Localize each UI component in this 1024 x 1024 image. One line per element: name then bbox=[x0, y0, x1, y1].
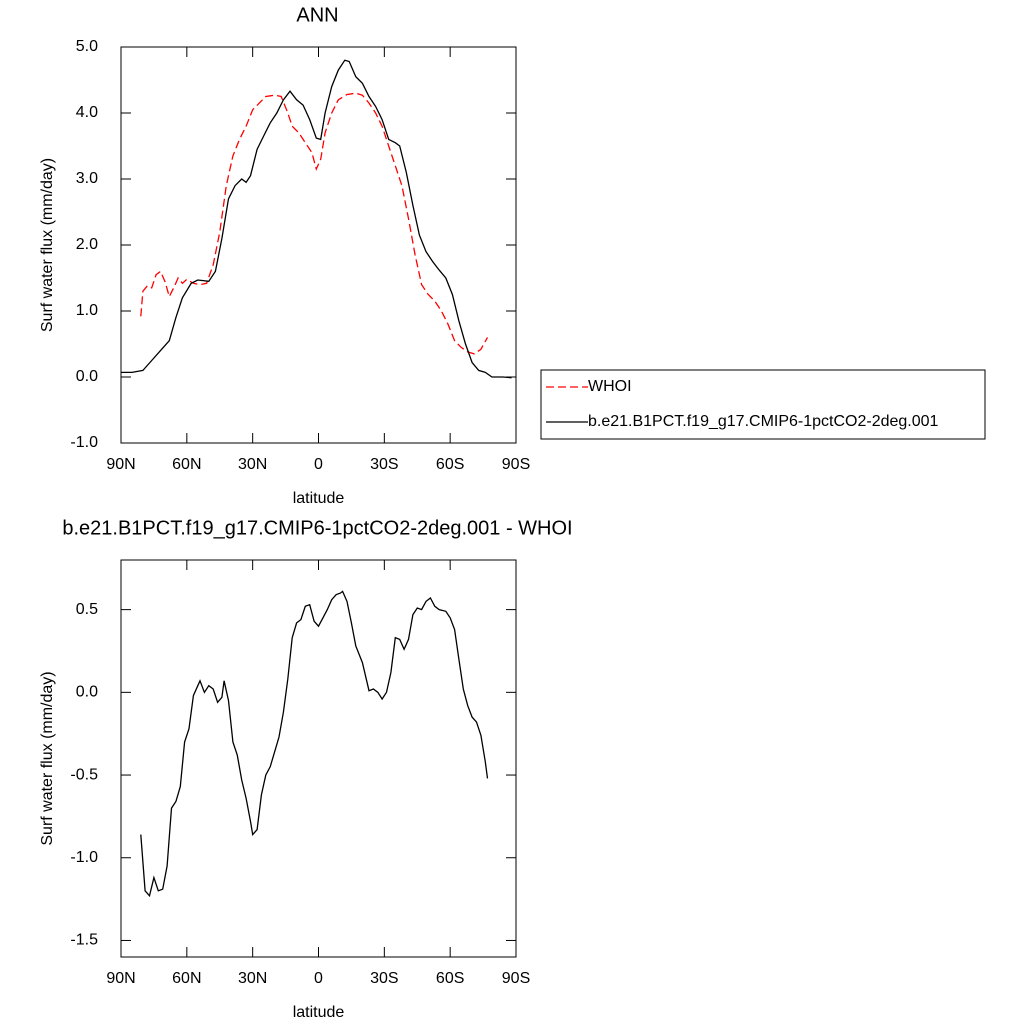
plot-frame bbox=[120, 559, 517, 958]
x-tick-label: 30N bbox=[238, 970, 267, 987]
x-tick-label: 0 bbox=[314, 970, 323, 987]
plot-frame bbox=[120, 46, 517, 444]
y-tick-label: 1.0 bbox=[76, 302, 98, 319]
y-tick-label: 0.0 bbox=[76, 684, 98, 701]
x-tick-label: 30S bbox=[370, 970, 398, 987]
y-tick-label: -0.5 bbox=[70, 766, 98, 783]
y-axis-label: Surf water flux (mm/day) bbox=[39, 671, 56, 845]
y-tick-label: 4.0 bbox=[76, 104, 98, 121]
x-axis-label: latitude bbox=[293, 490, 345, 507]
y-tick-label: -1.0 bbox=[70, 849, 98, 866]
legend-label: WHOI bbox=[588, 378, 632, 395]
data-line bbox=[121, 59, 512, 379]
legend-box bbox=[540, 369, 986, 440]
y-tick-label: 0.5 bbox=[76, 601, 98, 618]
y-axis-label: Surf water flux (mm/day) bbox=[39, 158, 56, 332]
x-tick-label: 90N bbox=[106, 456, 135, 473]
x-tick-label: 90S bbox=[502, 456, 530, 473]
y-tick-label: 3.0 bbox=[76, 170, 98, 187]
y-tick-label: 2.0 bbox=[76, 236, 98, 253]
x-tick-label: 60N bbox=[172, 970, 201, 987]
data-line bbox=[140, 590, 489, 898]
x-axis-label: latitude bbox=[293, 1004, 345, 1021]
x-tick-label: 90N bbox=[106, 970, 135, 987]
x-tick-label: 30N bbox=[238, 456, 267, 473]
y-tick-label: 0.0 bbox=[76, 368, 98, 385]
x-tick-label: 60S bbox=[436, 456, 464, 473]
y-tick-label: -1.0 bbox=[70, 434, 98, 451]
x-tick-label: 90S bbox=[502, 970, 530, 987]
y-tick-label: 5.0 bbox=[76, 38, 98, 55]
x-tick-label: 60N bbox=[172, 456, 201, 473]
chart-title: b.e21.B1PCT.f19_g17.CMIP6-1pctCO2-2deg.0… bbox=[62, 517, 572, 539]
x-tick-label: 60S bbox=[436, 970, 464, 987]
chart-title: ANN bbox=[296, 4, 338, 26]
data-line bbox=[140, 92, 489, 355]
y-tick-label: -1.5 bbox=[70, 932, 98, 949]
x-tick-label: 30S bbox=[370, 456, 398, 473]
legend-label: b.e21.B1PCT.f19_g17.CMIP6-1pctCO2-2deg.0… bbox=[588, 413, 939, 430]
x-tick-label: 0 bbox=[314, 456, 323, 473]
